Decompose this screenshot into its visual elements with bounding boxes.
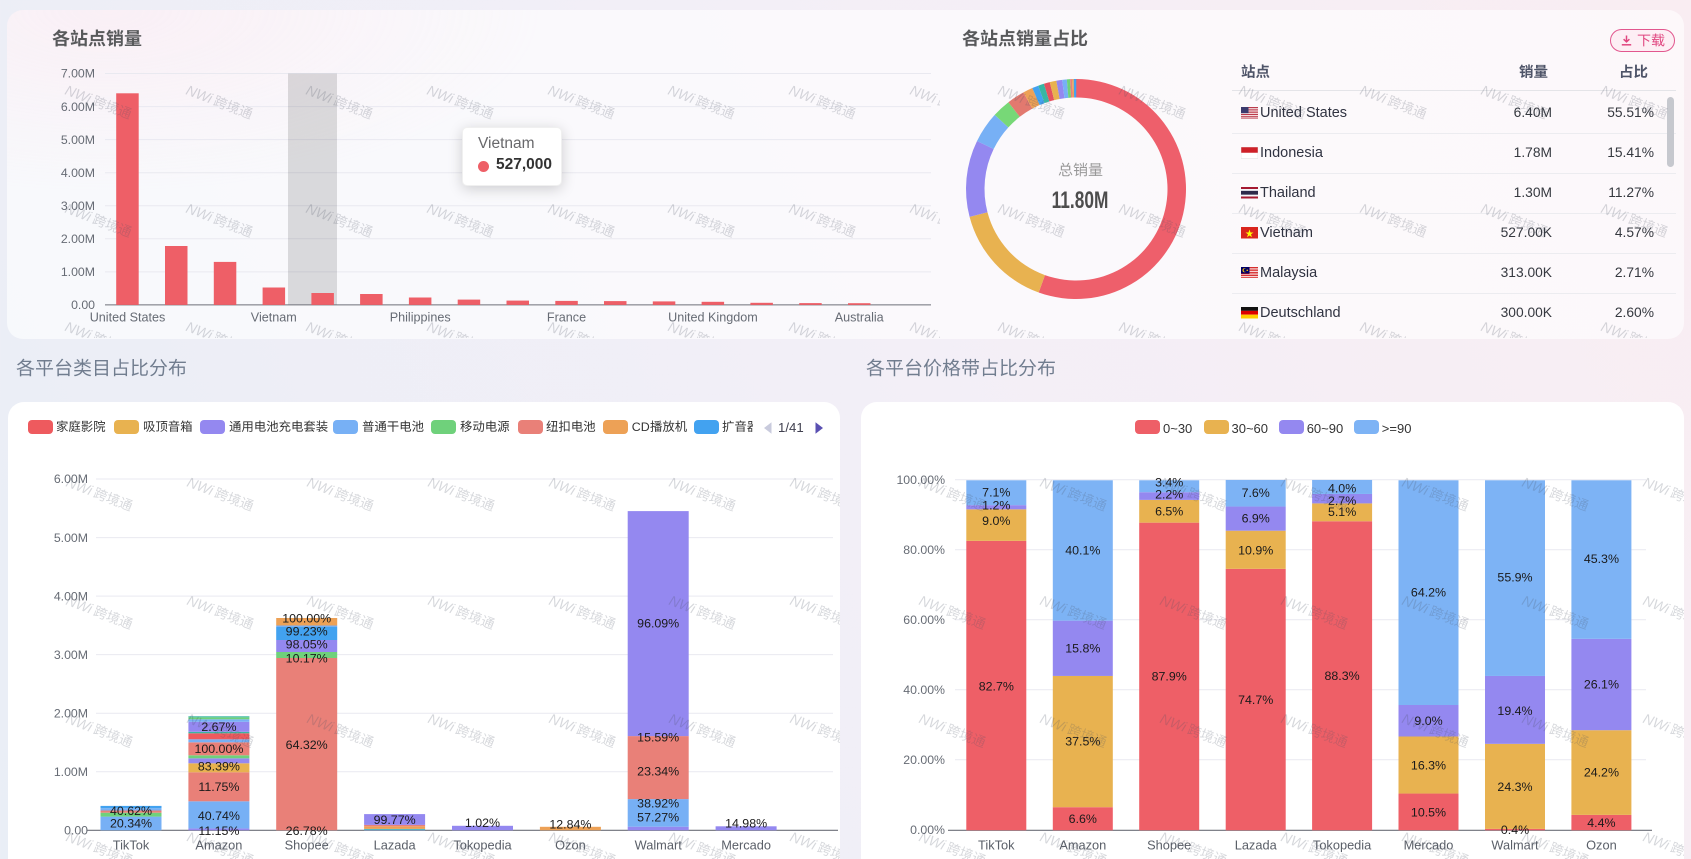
- svg-text:7.00M: 7.00M: [61, 67, 95, 81]
- svg-text:1.02%: 1.02%: [465, 816, 500, 830]
- svg-text:38.92%: 38.92%: [637, 796, 679, 810]
- svg-text:5.00M: 5.00M: [54, 531, 88, 545]
- svg-text:37.5%: 37.5%: [1065, 734, 1100, 748]
- svg-text:2.00M: 2.00M: [54, 706, 88, 720]
- svg-text:98.05%: 98.05%: [286, 637, 328, 651]
- svg-text:57.27%: 57.27%: [637, 810, 679, 824]
- svg-text:40.74%: 40.74%: [198, 809, 240, 823]
- svg-text:2.67%: 2.67%: [201, 720, 236, 734]
- svg-text:Philippines: Philippines: [390, 311, 451, 325]
- svg-text:26.78%: 26.78%: [286, 824, 328, 838]
- svg-text:United Kingdom: United Kingdom: [668, 311, 758, 325]
- svg-text:88.3%: 88.3%: [1325, 669, 1360, 683]
- svg-text:Mercado: Mercado: [721, 837, 771, 852]
- svg-text:Walmart: Walmart: [1491, 837, 1539, 852]
- svg-text:45.3%: 45.3%: [1584, 552, 1619, 566]
- svg-text:10.5%: 10.5%: [1411, 805, 1446, 819]
- svg-text:64.32%: 64.32%: [286, 738, 328, 752]
- svg-text:10.17%: 10.17%: [286, 651, 328, 665]
- svg-text:6.6%: 6.6%: [1069, 812, 1097, 826]
- svg-text:96.09%: 96.09%: [637, 616, 679, 630]
- svg-text:2.7%: 2.7%: [1328, 494, 1356, 508]
- svg-text:11.15%: 11.15%: [198, 824, 239, 838]
- svg-text:9.0%: 9.0%: [1414, 714, 1442, 728]
- svg-text:Mercado: Mercado: [1404, 837, 1454, 852]
- svg-text:80.00%: 80.00%: [903, 543, 945, 557]
- svg-text:1.00M: 1.00M: [61, 265, 95, 279]
- svg-text:United States: United States: [90, 311, 166, 325]
- svg-text:0.00: 0.00: [64, 824, 88, 838]
- svg-text:TikTok: TikTok: [978, 837, 1015, 852]
- svg-text:23.34%: 23.34%: [637, 764, 679, 778]
- svg-text:1.00M: 1.00M: [54, 765, 88, 779]
- svg-text:0.00: 0.00: [71, 298, 95, 312]
- svg-text:15.59%: 15.59%: [637, 730, 679, 744]
- svg-text:Ozon: Ozon: [1586, 837, 1617, 852]
- svg-text:100.00%: 100.00%: [896, 473, 945, 487]
- svg-text:82.7%: 82.7%: [979, 679, 1014, 693]
- svg-text:16.3%: 16.3%: [1411, 758, 1446, 772]
- svg-text:Tokopedia: Tokopedia: [1313, 837, 1372, 852]
- svg-text:11.75%: 11.75%: [198, 780, 239, 794]
- svg-text:2.2%: 2.2%: [1155, 487, 1183, 501]
- svg-text:Shopee: Shopee: [1147, 837, 1191, 852]
- svg-text:Shopee: Shopee: [285, 837, 329, 852]
- svg-text:60.00%: 60.00%: [903, 613, 945, 627]
- svg-text:7.1%: 7.1%: [982, 485, 1010, 499]
- svg-text:10.9%: 10.9%: [1238, 543, 1273, 557]
- svg-text:24.2%: 24.2%: [1584, 765, 1619, 779]
- svg-text:100.00%: 100.00%: [194, 742, 243, 756]
- svg-text:Amazon: Amazon: [195, 837, 242, 852]
- svg-text:1.2%: 1.2%: [982, 498, 1010, 512]
- svg-text:99.77%: 99.77%: [374, 813, 416, 827]
- svg-text:40.1%: 40.1%: [1065, 543, 1100, 557]
- svg-text:2.00M: 2.00M: [61, 232, 95, 246]
- svg-text:4.00M: 4.00M: [61, 166, 95, 180]
- svg-text:5.00M: 5.00M: [61, 133, 95, 147]
- svg-text:4.4%: 4.4%: [1587, 816, 1615, 830]
- svg-text:64.2%: 64.2%: [1411, 585, 1446, 599]
- svg-text:Lazada: Lazada: [1235, 837, 1278, 852]
- svg-text:3.00M: 3.00M: [54, 648, 88, 662]
- svg-text:100.00%: 100.00%: [282, 611, 331, 625]
- svg-text:4.0%: 4.0%: [1328, 481, 1356, 495]
- svg-text:TikTok: TikTok: [113, 837, 150, 852]
- svg-text:20.00%: 20.00%: [903, 753, 945, 767]
- svg-text:40.62%: 40.62%: [110, 804, 152, 818]
- svg-text:99.23%: 99.23%: [286, 624, 328, 638]
- svg-text:20.34%: 20.34%: [110, 817, 152, 831]
- svg-text:Vietnam: Vietnam: [251, 311, 297, 325]
- svg-text:Lazada: Lazada: [374, 837, 417, 852]
- svg-text:Tokopedia: Tokopedia: [453, 837, 512, 852]
- svg-text:0.4%: 0.4%: [1501, 823, 1529, 837]
- svg-text:0.00%: 0.00%: [910, 823, 945, 837]
- svg-text:Australia: Australia: [835, 311, 884, 325]
- svg-text:55.9%: 55.9%: [1497, 570, 1532, 584]
- svg-text:6.00M: 6.00M: [61, 100, 95, 114]
- svg-text:6.00M: 6.00M: [54, 472, 88, 486]
- svg-text:19.4%: 19.4%: [1497, 704, 1532, 718]
- svg-text:4.00M: 4.00M: [54, 589, 88, 603]
- svg-text:24.3%: 24.3%: [1497, 780, 1532, 794]
- svg-text:74.7%: 74.7%: [1238, 693, 1273, 707]
- svg-text:15.8%: 15.8%: [1065, 641, 1100, 655]
- svg-text:6.5%: 6.5%: [1155, 504, 1183, 518]
- svg-text:9.0%: 9.0%: [982, 514, 1010, 528]
- svg-text:Walmart: Walmart: [635, 837, 683, 852]
- svg-text:France: France: [547, 311, 586, 325]
- svg-text:3.4%: 3.4%: [1155, 475, 1183, 489]
- svg-text:40.00%: 40.00%: [903, 683, 945, 697]
- svg-text:Amazon: Amazon: [1059, 837, 1106, 852]
- svg-text:87.9%: 87.9%: [1152, 669, 1187, 683]
- svg-text:3.00M: 3.00M: [61, 199, 95, 213]
- svg-text:26.1%: 26.1%: [1584, 677, 1619, 691]
- svg-text:Ozon: Ozon: [555, 837, 586, 852]
- svg-text:6.9%: 6.9%: [1242, 511, 1270, 525]
- svg-text:12.84%: 12.84%: [549, 818, 591, 832]
- svg-text:83.39%: 83.39%: [198, 759, 240, 773]
- svg-text:7.6%: 7.6%: [1242, 486, 1270, 500]
- svg-text:14.98%: 14.98%: [725, 817, 767, 831]
